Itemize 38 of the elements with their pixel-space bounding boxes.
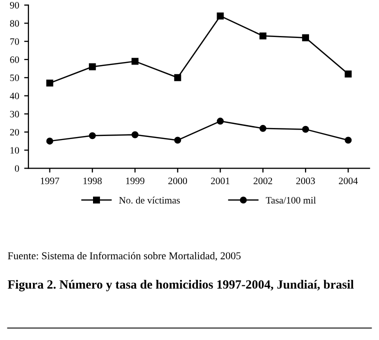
x-tick-label: 2004 xyxy=(338,178,358,184)
x-tick-label: 2002 xyxy=(254,178,272,184)
y-tick-label: 60 xyxy=(10,56,20,63)
point xyxy=(132,131,138,138)
y-tick-label: 0 xyxy=(14,165,20,172)
point xyxy=(132,58,138,65)
text: Figura 2. Número y tasa de homicidios 1997-2004, Jundiaí, brasil xyxy=(8,280,354,292)
y-tick-label: 50 xyxy=(10,74,20,82)
y-tick-label: 70 xyxy=(10,38,20,45)
point xyxy=(344,70,352,78)
point xyxy=(88,63,96,70)
point xyxy=(259,32,266,40)
point xyxy=(216,12,224,20)
point xyxy=(259,124,266,132)
y-tick-label: 10 xyxy=(10,147,20,154)
x-tick-label: 2000 xyxy=(168,178,188,184)
y-tick-label: 90 xyxy=(10,2,20,9)
point xyxy=(302,126,310,133)
y-tick-label: 40 xyxy=(10,92,20,100)
point xyxy=(302,34,310,42)
source-note: Fuente: Sistema de Información sobre Mortalidad, 2005 xyxy=(8,252,241,261)
x-tick-label: 1999 xyxy=(126,178,144,184)
x-tick-label: 2003 xyxy=(296,178,315,184)
y-tick-label: 80 xyxy=(10,20,20,27)
point xyxy=(174,74,182,82)
point xyxy=(46,138,54,145)
y-tick-label: 20 xyxy=(10,128,20,136)
point xyxy=(174,136,182,144)
x-tick-label: 1998 xyxy=(84,178,102,184)
legend-label: No. de víctimas xyxy=(119,196,180,204)
point xyxy=(46,80,54,87)
x-tick-label: 2001 xyxy=(211,178,230,184)
point xyxy=(216,118,224,125)
point xyxy=(88,132,96,140)
legend-label: Tasa/100 mil xyxy=(266,196,316,204)
x-tick-label: 1997 xyxy=(40,178,60,184)
y-tick-label: 30 xyxy=(10,110,20,118)
point xyxy=(344,136,352,144)
